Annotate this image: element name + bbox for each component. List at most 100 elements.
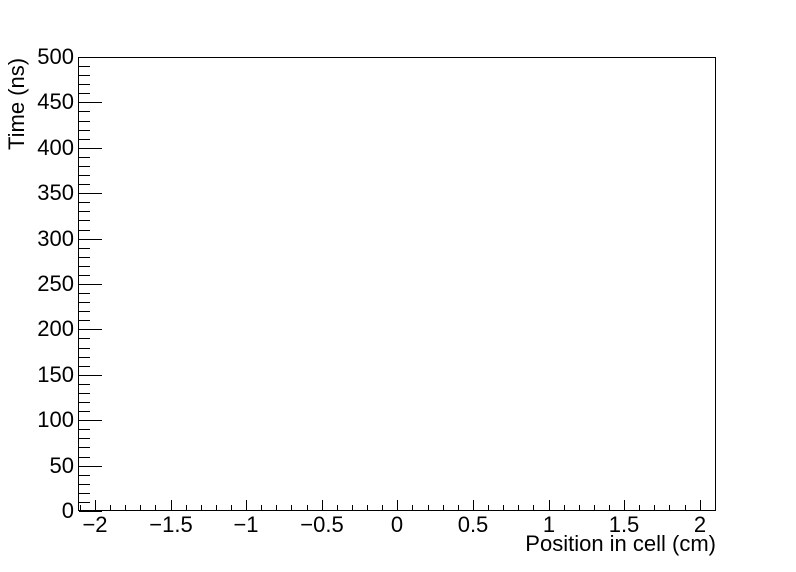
y-minor-tick (79, 84, 90, 85)
y-minor-tick (79, 438, 90, 439)
x-tick-label: 2 (693, 512, 707, 537)
x-minor-tick (155, 505, 156, 510)
x-minor-tick (533, 505, 534, 510)
y-minor-tick (79, 429, 90, 430)
y-minor-tick (79, 457, 90, 458)
y-major-tick (79, 420, 102, 421)
y-minor-tick (79, 257, 90, 258)
y-tick-label: 300 (37, 226, 74, 251)
x-minor-tick (231, 505, 232, 510)
x-minor-tick (428, 505, 429, 510)
y-minor-tick (79, 139, 90, 140)
y-minor-tick (79, 230, 90, 231)
x-minor-tick (594, 505, 595, 510)
x-axis-title: Position in cell (cm) (525, 531, 716, 556)
y-minor-tick (79, 121, 90, 122)
y-tick-label: 150 (37, 362, 74, 387)
x-minor-tick (579, 505, 580, 510)
y-minor-tick (79, 484, 90, 485)
y-tick-label: 100 (37, 407, 74, 432)
y-minor-tick (79, 275, 90, 276)
x-minor-tick (503, 505, 504, 510)
y-minor-tick (79, 475, 90, 476)
y-minor-tick (79, 348, 90, 349)
x-major-tick (246, 500, 247, 510)
x-major-tick (322, 500, 323, 510)
y-major-tick (79, 148, 102, 149)
y-major-tick (79, 466, 102, 467)
y-minor-tick (79, 493, 90, 494)
x-minor-tick (201, 505, 202, 510)
y-minor-tick (79, 357, 90, 358)
x-major-tick (473, 500, 474, 510)
y-major-tick (79, 102, 102, 103)
y-major-tick (79, 57, 102, 58)
x-minor-tick (654, 505, 655, 510)
y-minor-tick (79, 447, 90, 448)
x-tick-label: −1.5 (149, 512, 193, 537)
x-minor-tick (110, 505, 111, 510)
x-tick-label: 0.5 (457, 512, 489, 537)
x-tick-label: 1.5 (608, 512, 640, 537)
plot-frame (78, 57, 716, 511)
y-minor-tick (79, 302, 90, 303)
y-tick-label: 0 (61, 498, 74, 523)
x-minor-tick (443, 505, 444, 510)
x-minor-tick (186, 505, 187, 510)
y-major-tick (79, 329, 102, 330)
x-minor-tick (382, 505, 383, 510)
y-minor-tick (79, 402, 90, 403)
x-minor-tick (291, 505, 292, 510)
x-minor-tick (488, 505, 489, 510)
x-minor-tick (609, 505, 610, 510)
x-minor-tick (639, 505, 640, 510)
x-minor-tick (80, 505, 81, 510)
y-minor-tick (79, 248, 90, 249)
y-major-tick (79, 511, 102, 512)
y-minor-tick (79, 175, 90, 176)
y-tick-label: 350 (37, 180, 74, 205)
x-major-tick (95, 500, 96, 510)
y-minor-tick (79, 111, 90, 112)
x-minor-tick (337, 505, 338, 510)
x-major-tick (624, 500, 625, 510)
x-minor-tick (276, 505, 277, 510)
x-minor-tick (458, 505, 459, 510)
x-major-tick (700, 500, 701, 510)
x-tick-label: −1 (233, 512, 259, 537)
y-major-tick (79, 239, 102, 240)
x-minor-tick (715, 505, 716, 510)
y-minor-tick (79, 338, 90, 339)
x-major-tick (171, 500, 172, 510)
y-minor-tick (79, 93, 90, 94)
x-tick-label: −2 (82, 512, 108, 537)
y-tick-label: 200 (37, 316, 74, 341)
x-minor-tick (518, 505, 519, 510)
y-minor-tick (79, 293, 90, 294)
x-minor-tick (412, 505, 413, 510)
x-minor-tick (125, 505, 126, 510)
x-minor-tick (352, 505, 353, 510)
x-minor-tick (216, 505, 217, 510)
y-tick-label: 250 (37, 271, 74, 296)
y-major-tick (79, 375, 102, 376)
x-major-tick (397, 500, 398, 510)
y-minor-tick (79, 130, 90, 131)
y-tick-label: 500 (37, 44, 74, 69)
y-minor-tick (79, 211, 90, 212)
y-minor-tick (79, 393, 90, 394)
x-minor-tick (669, 505, 670, 510)
x-minor-tick (307, 505, 308, 510)
y-minor-tick (79, 411, 90, 412)
x-tick-label: −0.5 (300, 512, 344, 537)
y-minor-tick (79, 266, 90, 267)
y-minor-tick (79, 166, 90, 167)
x-major-tick (549, 500, 550, 510)
y-minor-tick (79, 311, 90, 312)
y-tick-label: 400 (37, 135, 74, 160)
y-minor-tick (79, 202, 90, 203)
x-minor-tick (261, 505, 262, 510)
x-minor-tick (140, 505, 141, 510)
x-minor-tick (367, 505, 368, 510)
